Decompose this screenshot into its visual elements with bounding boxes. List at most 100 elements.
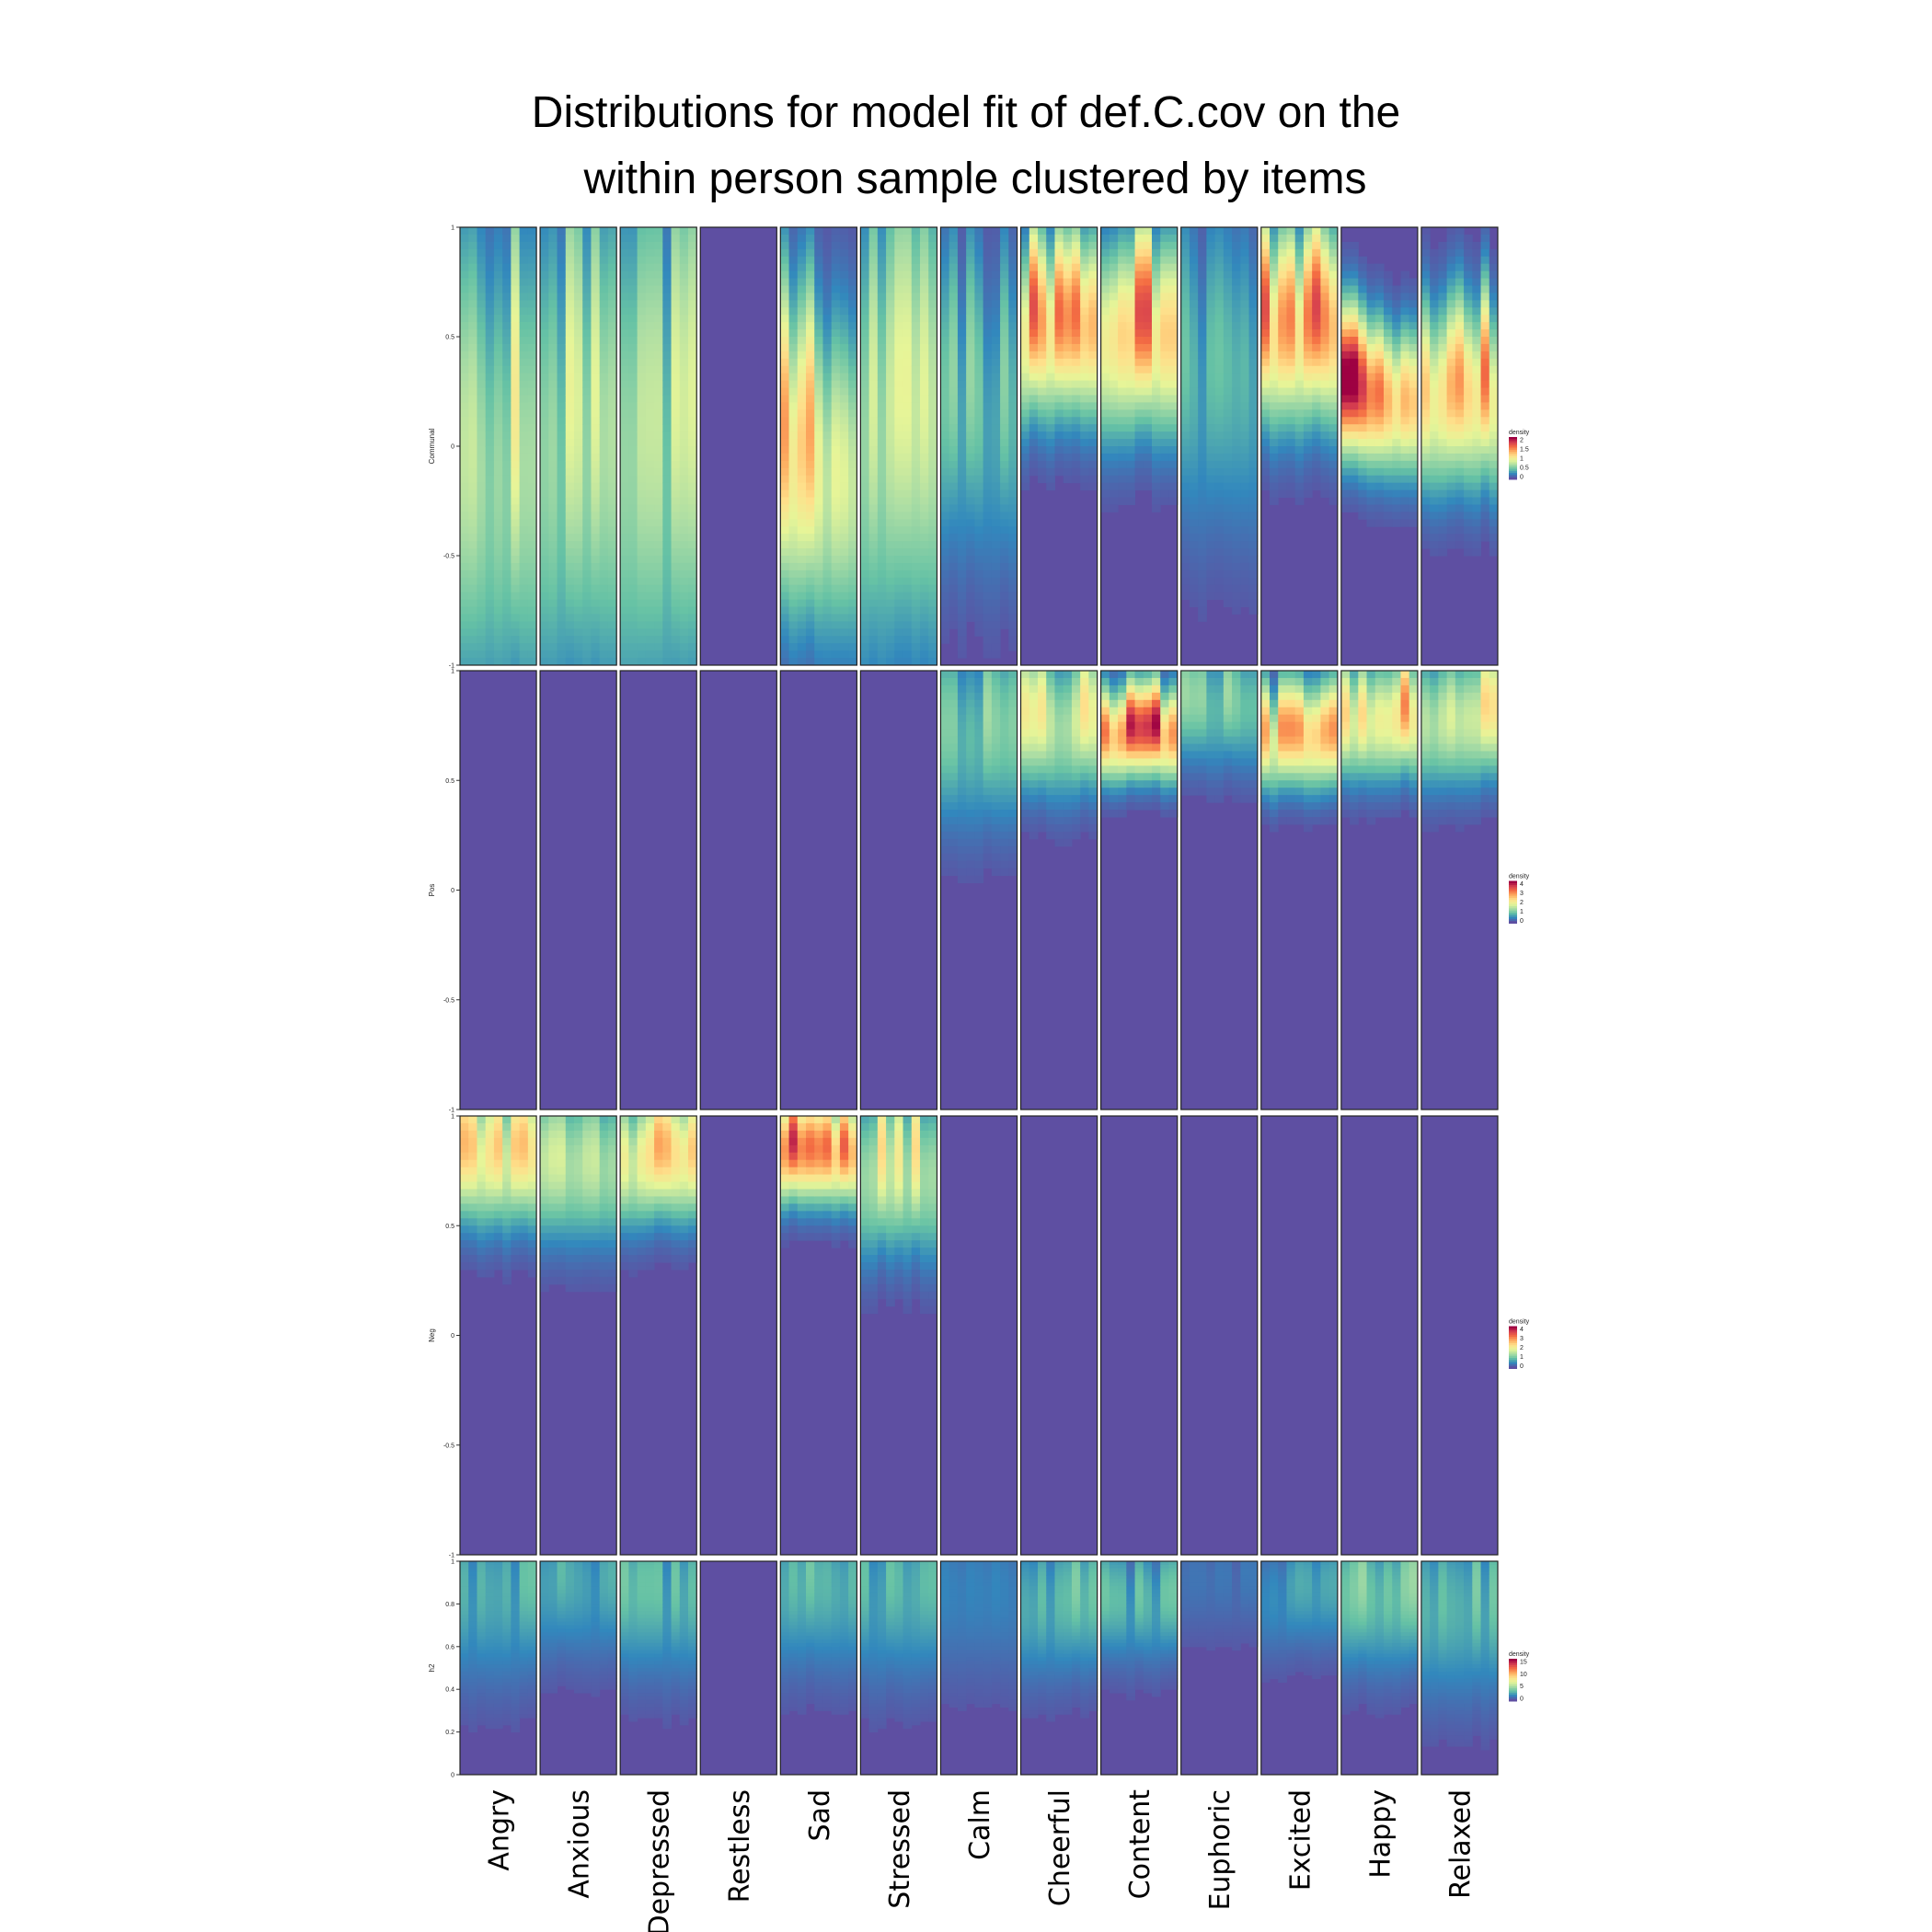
density-tile bbox=[839, 497, 849, 505]
density-tile bbox=[839, 358, 849, 367]
density-tile bbox=[983, 227, 993, 236]
density-tile bbox=[1000, 358, 1009, 367]
density-tile bbox=[1152, 293, 1161, 301]
density-tile bbox=[582, 248, 592, 258]
density-tile bbox=[1008, 519, 1018, 527]
density-tile bbox=[1366, 439, 1376, 447]
density-tile bbox=[1270, 439, 1279, 447]
density-tile bbox=[1312, 300, 1321, 308]
density-tile bbox=[1134, 431, 1144, 440]
density-tile bbox=[599, 577, 609, 586]
density-tile bbox=[460, 270, 469, 280]
density-tile bbox=[1134, 358, 1144, 367]
density-tile bbox=[493, 293, 503, 301]
density-tile bbox=[1240, 227, 1250, 236]
density-tile bbox=[848, 241, 857, 250]
density-tile bbox=[557, 512, 567, 520]
density-tile bbox=[679, 431, 689, 440]
density-tile bbox=[949, 373, 959, 382]
density-tile bbox=[671, 395, 681, 403]
density-tile bbox=[1232, 497, 1241, 505]
density-tile bbox=[645, 460, 655, 469]
density-tile bbox=[645, 636, 655, 644]
density-tile bbox=[831, 278, 841, 286]
density-tile bbox=[940, 380, 950, 389]
density-tile bbox=[894, 541, 904, 549]
density-tile bbox=[1270, 482, 1279, 491]
density-tile bbox=[485, 337, 495, 345]
density-tile bbox=[1134, 351, 1144, 360]
density-tile bbox=[582, 395, 592, 403]
density-tile bbox=[1180, 241, 1190, 250]
density-tile bbox=[1366, 475, 1376, 484]
density-tile bbox=[1063, 446, 1073, 454]
density-tile bbox=[607, 453, 617, 462]
density-tile bbox=[468, 227, 477, 236]
density-tile bbox=[1080, 300, 1089, 308]
density-tile bbox=[540, 234, 549, 243]
density-tile bbox=[831, 337, 841, 345]
density-tile bbox=[1046, 475, 1055, 484]
density-tile bbox=[662, 256, 673, 265]
density-tile bbox=[860, 453, 870, 462]
density-tile bbox=[688, 512, 697, 520]
density-tile bbox=[1232, 365, 1241, 374]
density-tile bbox=[565, 519, 575, 527]
density-tile bbox=[527, 417, 537, 425]
density-tile bbox=[1278, 270, 1287, 280]
density-tile bbox=[839, 307, 849, 316]
density-tile bbox=[831, 402, 841, 410]
density-tile bbox=[1152, 322, 1161, 330]
density-tile bbox=[1029, 278, 1039, 286]
density-tile bbox=[654, 504, 663, 512]
density-tile bbox=[868, 322, 879, 330]
cell-border bbox=[539, 226, 617, 666]
density-tile bbox=[519, 475, 529, 484]
density-tile bbox=[1270, 446, 1279, 454]
density-tile bbox=[565, 504, 575, 512]
density-tile bbox=[645, 584, 655, 593]
density-tile bbox=[1223, 460, 1233, 469]
density-tile bbox=[1328, 270, 1339, 280]
density-tile bbox=[1270, 417, 1279, 425]
density-tile bbox=[903, 263, 913, 272]
density-tile bbox=[1206, 424, 1216, 432]
density-tile bbox=[540, 263, 549, 272]
density-tile bbox=[511, 512, 521, 520]
density-tile bbox=[991, 460, 1001, 469]
density-tile bbox=[565, 512, 575, 520]
density-tile bbox=[607, 293, 617, 301]
density-tile bbox=[1232, 351, 1241, 360]
density-tile bbox=[1143, 409, 1153, 418]
density-tile bbox=[548, 606, 558, 615]
density-tile bbox=[1168, 270, 1179, 280]
density-tile bbox=[780, 263, 790, 272]
density-tile bbox=[607, 643, 617, 651]
density-tile bbox=[806, 556, 815, 564]
density-tile bbox=[1358, 395, 1368, 403]
density-tile bbox=[679, 497, 689, 505]
density-tile bbox=[886, 439, 895, 447]
density-tile bbox=[831, 658, 841, 666]
density-tile bbox=[1020, 234, 1030, 243]
density-tile bbox=[1109, 380, 1119, 389]
density-tile bbox=[1189, 241, 1199, 250]
density-tile bbox=[886, 343, 895, 352]
density-tile bbox=[940, 248, 950, 258]
density-tile bbox=[557, 606, 567, 615]
density-tile bbox=[1248, 446, 1259, 454]
density-tile bbox=[502, 409, 512, 418]
density-tile bbox=[1118, 489, 1127, 499]
panel-grid: Communal10.50-0.5-1density21.510.50Pos10… bbox=[428, 225, 1530, 1779]
density-tile bbox=[574, 534, 583, 542]
density-tile bbox=[1248, 322, 1259, 330]
density-tile bbox=[620, 658, 629, 666]
density-tile bbox=[1100, 439, 1110, 447]
density-tile bbox=[1134, 256, 1144, 265]
density-tile bbox=[565, 373, 575, 382]
density-tile bbox=[599, 592, 609, 601]
density-tile bbox=[637, 322, 647, 330]
density-tile bbox=[485, 475, 495, 484]
density-tile bbox=[1189, 446, 1199, 454]
density-tile bbox=[1223, 446, 1233, 454]
